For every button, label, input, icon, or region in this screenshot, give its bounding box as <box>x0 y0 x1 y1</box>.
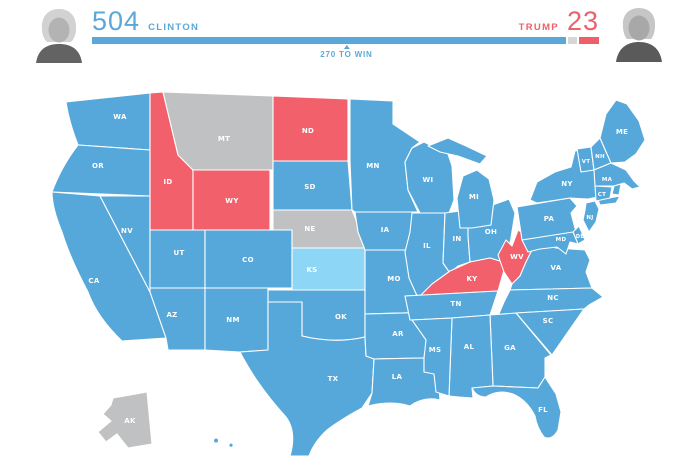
state-FL[interactable] <box>471 376 562 439</box>
state-RI[interactable] <box>611 183 622 196</box>
threshold-marker: 270 TO WIN <box>320 45 372 59</box>
trump-electoral-votes: 23 <box>566 6 599 36</box>
state-CO[interactable] <box>204 229 293 289</box>
state-AL[interactable] <box>448 314 494 399</box>
state-ND[interactable] <box>272 95 349 162</box>
state-HI[interactable] <box>212 437 234 448</box>
state-LA[interactable] <box>367 357 441 407</box>
clinton-photo <box>32 5 86 63</box>
state-SD[interactable] <box>272 160 353 211</box>
trump-bar-segment <box>578 37 599 44</box>
state-TX[interactable] <box>239 301 375 456</box>
trump-score: TRUMP 23 <box>519 6 599 37</box>
state-MS[interactable] <box>411 317 453 397</box>
threshold-triangle-icon <box>343 45 350 49</box>
tossup-bar-segment <box>567 37 577 44</box>
trump-name-label: TRUMP <box>518 22 559 33</box>
state-MD[interactable] <box>521 231 579 255</box>
state-NJ[interactable] <box>582 200 600 233</box>
state-UT[interactable] <box>149 229 206 289</box>
state-MI[interactable] <box>427 137 495 229</box>
threshold-label: 270 TO WIN <box>320 50 373 59</box>
state-OR[interactable] <box>51 144 151 197</box>
state-KS[interactable] <box>291 247 366 291</box>
clinton-electoral-votes: 504 <box>92 6 141 36</box>
trump-photo <box>612 4 666 62</box>
state-WY[interactable] <box>192 169 271 231</box>
clinton-portrait-icon <box>36 9 82 63</box>
state-AK[interactable] <box>97 391 153 449</box>
clinton-score: 504 CLINTON <box>92 6 199 37</box>
state-CT[interactable] <box>594 185 613 202</box>
state-NM[interactable] <box>204 287 269 353</box>
electoral-vote-bar <box>92 37 599 44</box>
state-WI[interactable] <box>404 141 455 217</box>
trump-portrait-icon <box>616 8 662 62</box>
clinton-name-label: CLINTON <box>148 22 200 33</box>
clinton-bar-segment <box>92 37 566 44</box>
state-CA[interactable] <box>51 191 167 342</box>
state-ME[interactable] <box>599 99 646 164</box>
state-WA[interactable] <box>65 92 151 151</box>
state-MA[interactable] <box>593 162 641 190</box>
